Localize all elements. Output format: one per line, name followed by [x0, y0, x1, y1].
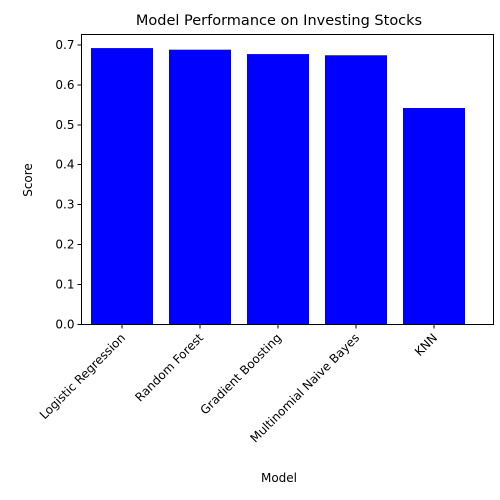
x-tick-label-2: Gradient Boosting: [198, 331, 285, 418]
y-axis-title: Score: [21, 163, 35, 197]
y-axis: 0.0 0.1 0.2 0.3 0.4 0.5 0.6 0.7: [55, 38, 82, 332]
bar-3: [325, 55, 387, 325]
bar-2: [247, 54, 309, 325]
y-tick-label-1: 0.1: [55, 278, 74, 292]
chart-title: Model Performance on Investing Stocks: [136, 13, 422, 29]
y-tick-label-5: 0.5: [55, 118, 74, 132]
plot-frame: [81, 34, 494, 325]
y-tick-label-2: 0.2: [55, 238, 74, 252]
y-tick-label-6: 0.6: [55, 78, 74, 92]
x-tick-label-1: Random Forest: [132, 331, 206, 405]
bars-layer: [91, 48, 465, 325]
bar-4: [403, 107, 465, 325]
x-tick-label-0: Logistic Regression: [37, 331, 128, 422]
y-tick-label-7: 0.7: [55, 38, 74, 52]
x-tick-label-4: KNN: [412, 331, 440, 359]
x-axis: Logistic Regression Random ForestGradient…: [37, 324, 440, 445]
bar-1: [169, 49, 231, 325]
y-tick-label-0: 0.0: [55, 318, 74, 332]
y-tick-label-4: 0.4: [55, 158, 74, 172]
y-tick-label-3: 0.3: [55, 198, 74, 212]
bar-0: [91, 48, 153, 325]
x-axis-title: Model: [261, 471, 297, 485]
